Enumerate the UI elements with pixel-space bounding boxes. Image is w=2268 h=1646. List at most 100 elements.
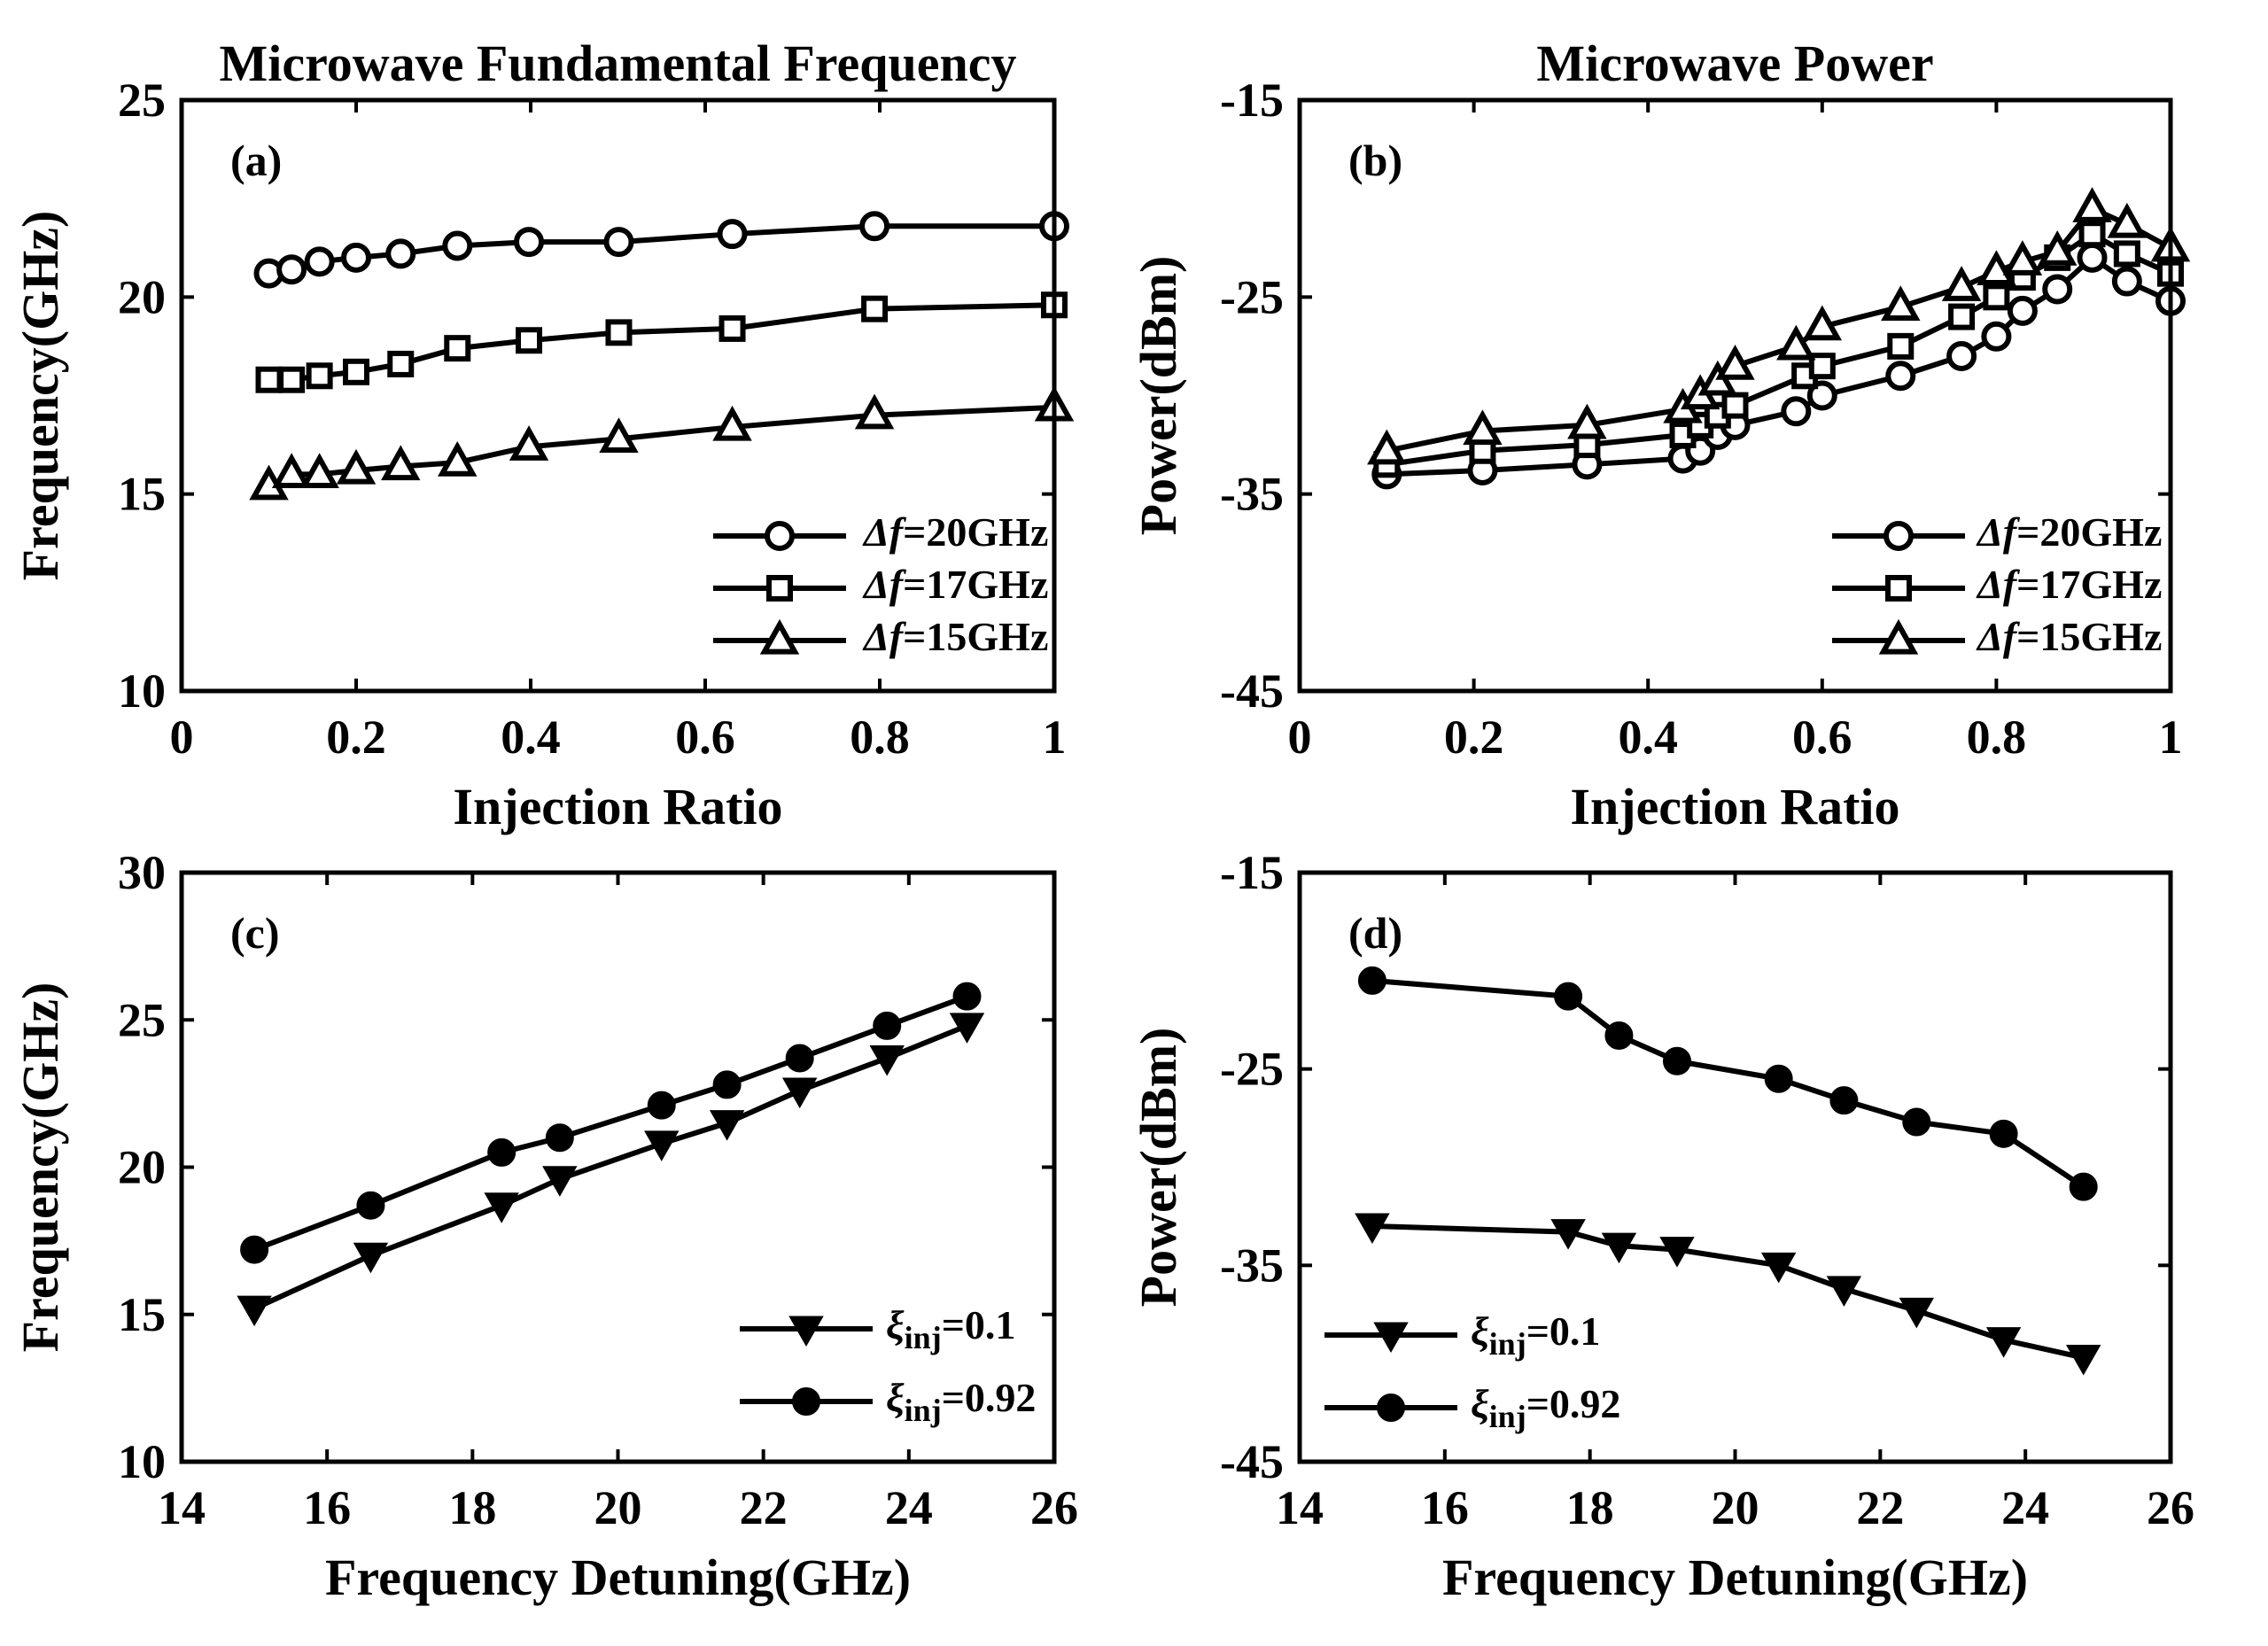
data-point — [341, 242, 371, 273]
data-point — [276, 254, 307, 285]
data-point — [356, 1191, 385, 1220]
legend-marker — [766, 575, 793, 602]
data-point — [1977, 250, 2016, 286]
data-point — [2072, 187, 2112, 222]
data-point — [1881, 285, 1921, 322]
y-tick-label: -35 — [1220, 468, 1284, 521]
y-axis-label: Power(dBm) — [1130, 1028, 1187, 1308]
data-point — [952, 982, 982, 1011]
x-tick-label: 16 — [303, 1481, 351, 1534]
data-point — [949, 1013, 985, 1044]
series-line — [252, 1023, 968, 1311]
series-line — [268, 302, 1055, 383]
data-point — [2007, 295, 2038, 326]
data-point — [1887, 332, 1915, 360]
data-point — [861, 295, 889, 322]
panel-a: 0 0.2 0.4 0.6 0.8 1 10 15 20 25 Injection Ratio Fre… — [12, 35, 1075, 835]
data-point — [1983, 283, 2010, 311]
data-point — [1760, 1252, 1797, 1284]
y-tick-label: -15 — [1220, 74, 1284, 127]
legend-label-triangle-up-open: Δf=15GHz — [1976, 614, 2162, 659]
data-point — [278, 366, 306, 393]
x-tick-label: 0.8 — [1967, 710, 2027, 764]
data-point — [644, 1130, 680, 1161]
data-point — [385, 238, 416, 269]
data-point — [444, 335, 471, 362]
data-point — [442, 230, 473, 261]
data-point — [873, 1011, 902, 1040]
data-point — [1659, 1237, 1695, 1268]
plot-frame — [1297, 870, 2173, 1464]
data-point — [2113, 240, 2140, 268]
legend-marker — [1377, 1394, 1405, 1422]
x-tick-label: 0.4 — [501, 710, 561, 764]
x-tick-label: 20 — [594, 1481, 642, 1534]
panel-title: Microwave Fundamental Frequency — [220, 35, 1017, 92]
x-tick-label: 1 — [1043, 710, 1067, 764]
data-point — [438, 440, 478, 477]
x-tick-label: 0 — [170, 710, 194, 764]
x-tick-label: 26 — [2147, 1481, 2194, 1534]
data-point — [1902, 1107, 1931, 1137]
legend-marker — [792, 1387, 820, 1416]
data-point — [709, 1110, 745, 1141]
y-axis-label: Power(dBm) — [1130, 256, 1187, 536]
data-point — [2107, 202, 2148, 238]
legend-label-square-open: Δf=17GHz — [862, 562, 1048, 607]
data-point — [304, 246, 335, 277]
y-axis-label: Frequency(GHz) — [12, 211, 69, 581]
data-point — [781, 1077, 818, 1109]
data-point — [603, 227, 634, 258]
series-line — [1371, 977, 2085, 1190]
data-point — [2037, 230, 2078, 266]
data-point — [1808, 353, 1836, 380]
data-point — [717, 219, 748, 250]
data-point — [1764, 1064, 1793, 1093]
data-point — [542, 1166, 578, 1197]
y-tick-label: -25 — [1220, 270, 1284, 323]
data-point — [336, 448, 377, 485]
data-point — [299, 453, 339, 489]
legend-marker — [759, 618, 800, 655]
data-point — [381, 445, 421, 481]
x-tick-label: 26 — [1030, 1481, 1078, 1534]
data-point — [516, 327, 543, 354]
data-point — [712, 1070, 742, 1099]
legend-label-triangle-down-filled: ξinj=0.1 — [886, 1302, 1015, 1356]
y-tick-label: 20 — [118, 270, 166, 323]
y-tick-label: -15 — [1220, 846, 1284, 899]
panel-b: 0 0.2 0.4 0.6 0.8 1 -45 -35 -25 -15 Injection Rati… — [1130, 35, 2191, 835]
data-point — [1899, 1297, 1935, 1329]
y-tick-label: 15 — [118, 1288, 166, 1341]
data-point — [647, 1091, 676, 1120]
panel-label: (b) — [1348, 136, 1402, 185]
data-point — [1989, 1119, 2018, 1148]
y-tick-label: 15 — [118, 468, 166, 521]
x-tick-label: 0.4 — [1618, 710, 1678, 764]
x-tick-label: 18 — [1566, 1481, 1614, 1534]
data-point — [1367, 429, 1407, 465]
data-point — [1985, 1327, 2022, 1358]
y-axis-label: Frequency(GHz) — [12, 982, 69, 1353]
x-tick-label: 18 — [448, 1481, 496, 1534]
data-point — [1463, 409, 1503, 446]
legend-label-circle-filled: ξinj=0.92 — [1471, 1381, 1620, 1435]
data-point — [1715, 345, 1755, 380]
panel-label: (a) — [230, 136, 282, 185]
legend: Δf=20GHz Δf=17GHz Δf=15GHz — [1832, 509, 2162, 659]
x-tick-label: 22 — [1856, 1481, 1904, 1534]
data-point — [1355, 1213, 1390, 1245]
data-point — [271, 453, 312, 489]
legend-marker — [788, 1316, 824, 1347]
x-tick-label: 14 — [158, 1481, 206, 1534]
y-tick-label: -35 — [1220, 1238, 1284, 1292]
data-point — [1357, 966, 1386, 995]
legend-label-square-open: Δf=17GHz — [1976, 562, 2162, 607]
data-point — [306, 362, 333, 390]
data-point — [718, 314, 746, 342]
legend-label-circle-filled: ξinj=0.92 — [886, 1375, 1036, 1429]
data-point — [712, 405, 752, 441]
x-tick-label: 22 — [740, 1481, 788, 1534]
data-point — [605, 319, 633, 346]
